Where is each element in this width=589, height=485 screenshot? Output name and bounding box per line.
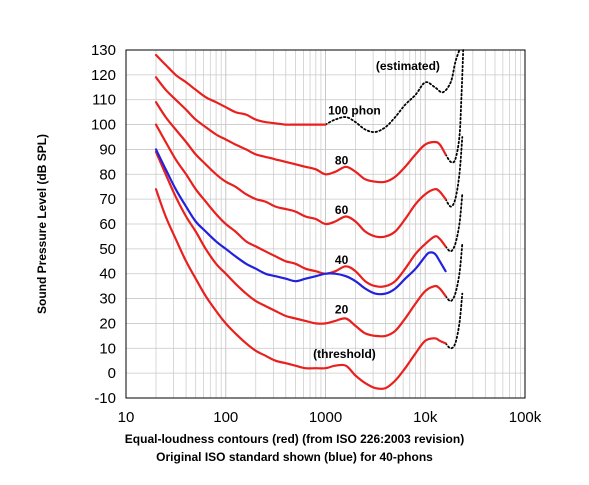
y-tick-label: 20 — [99, 315, 116, 332]
y-tick-label: 50 — [99, 241, 116, 258]
series-line-dotted-8 — [444, 136, 464, 208]
series-line-red-0 — [154, 188, 447, 390]
annotation-label: 100 phon — [328, 104, 381, 118]
y-tick-label: -10 — [94, 390, 116, 407]
x-tick-label: 10k — [413, 409, 438, 426]
series-line-red-5 — [154, 53, 327, 126]
caption-line-1: Equal-loudness contours (red) (from ISO … — [124, 432, 465, 446]
x-tick-label: 100k — [509, 409, 542, 426]
y-tick-label: 30 — [99, 291, 116, 308]
curves — [154, 49, 465, 390]
caption-line-2: Original ISO standard shown (blue) for 4… — [156, 450, 433, 464]
y-tick-label: 60 — [99, 216, 116, 233]
x-tick-label: 10 — [118, 409, 135, 426]
y-tick-label: 130 — [91, 42, 116, 59]
y-tick-label: 0 — [108, 365, 116, 382]
annotation-label: 20 — [335, 302, 349, 316]
y-tick-label: 70 — [99, 191, 116, 208]
series-line-blue-12 — [154, 148, 447, 296]
x-tick-label: 100 — [213, 409, 238, 426]
annotation-label: (estimated) — [376, 59, 440, 73]
annotation-label: 60 — [335, 203, 349, 217]
y-tick-label: 100 — [91, 117, 116, 134]
series-line-dotted-7 — [444, 49, 465, 164]
series-line-dotted-10 — [444, 243, 464, 302]
y-tick-label: 80 — [99, 166, 116, 183]
annotation-label: 80 — [335, 153, 349, 167]
annotation-label: 40 — [335, 253, 349, 267]
y-tick-label: 90 — [99, 141, 116, 158]
x-tick-label: 1000 — [309, 409, 342, 426]
series-line-dotted-9 — [444, 193, 464, 253]
y-tick-label: 10 — [99, 340, 116, 357]
y-axis-label: Sound Pressure Level (dB SPL) — [35, 134, 49, 314]
tick-labels: -10 0 10 20 30 40 50 60 70 80 90 100 110 120 130 10 100 1… — [91, 42, 542, 426]
plot-frame — [125, 49, 526, 399]
series-line-red-1 — [154, 150, 447, 338]
series-line-red-2 — [154, 123, 447, 288]
series-line-red-4 — [154, 76, 447, 184]
series-line-dotted-6 — [324, 49, 461, 133]
annotations: (estimated) 100 phon 80 60 40 20 (threshold) — [313, 59, 440, 361]
y-tick-label: 40 — [99, 266, 116, 283]
series-line-red-3 — [154, 101, 447, 239]
y-tick-label: 120 — [91, 67, 116, 84]
y-tick-label: 110 — [92, 92, 116, 109]
series-line-dotted-11 — [444, 292, 464, 350]
annotation-label: (threshold) — [313, 347, 376, 361]
